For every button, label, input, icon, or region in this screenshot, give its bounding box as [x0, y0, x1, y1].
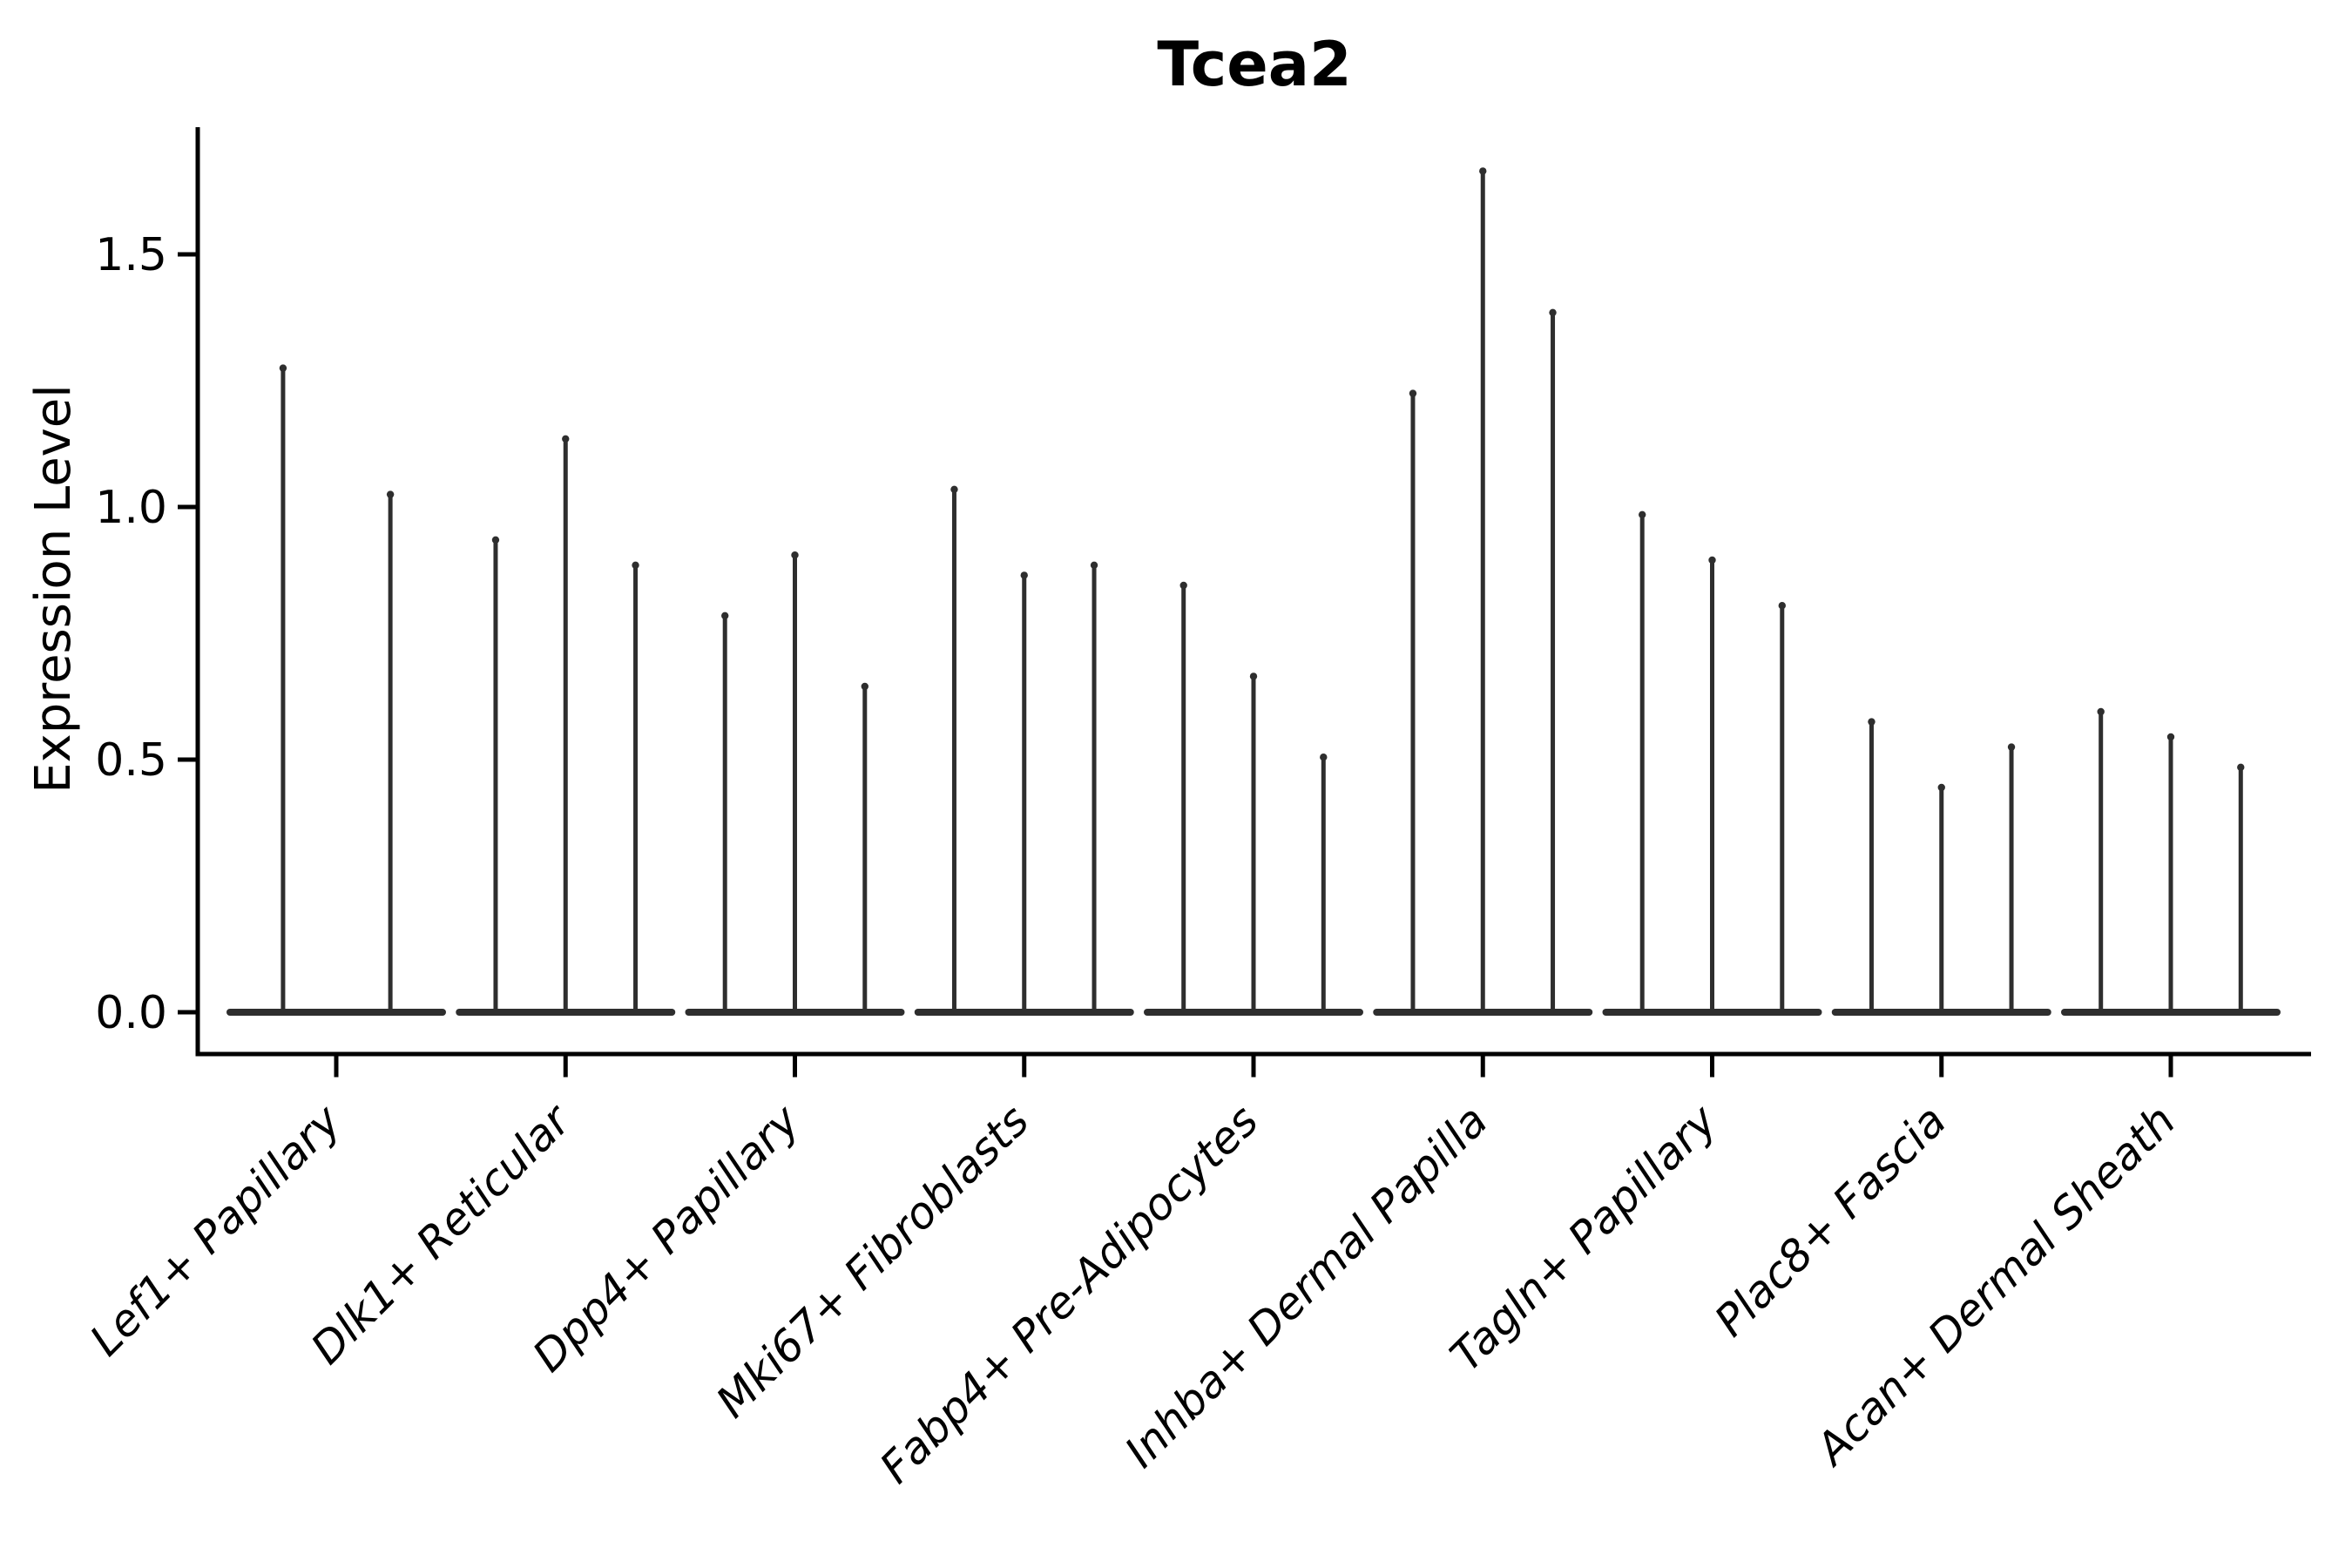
violin-spike-tip	[1020, 571, 1028, 579]
axes-layer	[195, 127, 2311, 1078]
violin-spike-tip	[2166, 733, 2175, 741]
violin-group	[2061, 707, 2281, 1016]
violin-spike-tip	[1249, 672, 1258, 680]
x-tick-label: Fabp4+ Pre-Adipocytes	[870, 1095, 1268, 1493]
violin-spike-tip	[2237, 763, 2245, 771]
violin-group	[1602, 510, 1822, 1016]
violin-spike-tip	[279, 364, 287, 372]
chart-title: Tcea2	[1157, 29, 1351, 100]
violin-spike-tip	[1639, 510, 1646, 518]
x-tick-label: Acan+ Dermal Sheath	[1805, 1095, 2186, 1476]
violin-spike-tip	[386, 490, 395, 498]
y-tick-label: 1.0	[95, 482, 167, 534]
violin-spike-tip	[1937, 783, 1945, 792]
violin-spike-tip	[1320, 754, 1328, 761]
violin-spike-tip	[1090, 561, 1098, 569]
violin-spike-tip	[1409, 389, 1417, 397]
violin-spike-tip	[2007, 743, 2016, 751]
violin-spike-tip	[1868, 718, 1876, 726]
violin-group	[914, 485, 1134, 1016]
violin-spike-tip	[1778, 602, 1786, 610]
violin-spike-tip	[632, 561, 639, 569]
violin-spike-tip	[562, 435, 570, 443]
violin-group	[456, 435, 676, 1016]
violin-spike-tip	[1549, 308, 1557, 316]
x-tick-label: Lef1+ Papillary	[80, 1094, 351, 1365]
violin-spike-tip	[1179, 581, 1187, 590]
y-tick-label: 1.5	[95, 229, 167, 281]
y-axis-title: Expression Level	[25, 384, 82, 794]
violin-spike-tip	[1708, 556, 1716, 564]
violin-spike-tip	[791, 551, 799, 559]
violins-layer	[226, 167, 2281, 1016]
violin-group	[1144, 581, 1363, 1016]
violin-spike-tip	[861, 682, 868, 691]
violin-group	[1373, 167, 1593, 1016]
violin-spike-tip	[1479, 167, 1487, 175]
y-tick-label: 0.5	[95, 734, 167, 787]
violin-group	[226, 364, 446, 1016]
x-tick-label: Plac8+ Fascia	[1705, 1095, 1956, 1346]
y-tick-label: 0.0	[95, 987, 167, 1039]
violin-spike-tip	[721, 612, 729, 619]
violin-spike-tip	[950, 485, 958, 493]
violin-spike-tip	[491, 536, 500, 544]
violin-group	[685, 551, 905, 1016]
violin-group	[1831, 718, 2051, 1016]
y-ticks-layer: 0.0 0.5 1.0 1.5	[95, 229, 198, 1039]
violin-spike-tip	[2097, 707, 2105, 716]
x-tick-label: Inhba+ Dermal Papilla	[1115, 1095, 1497, 1477]
